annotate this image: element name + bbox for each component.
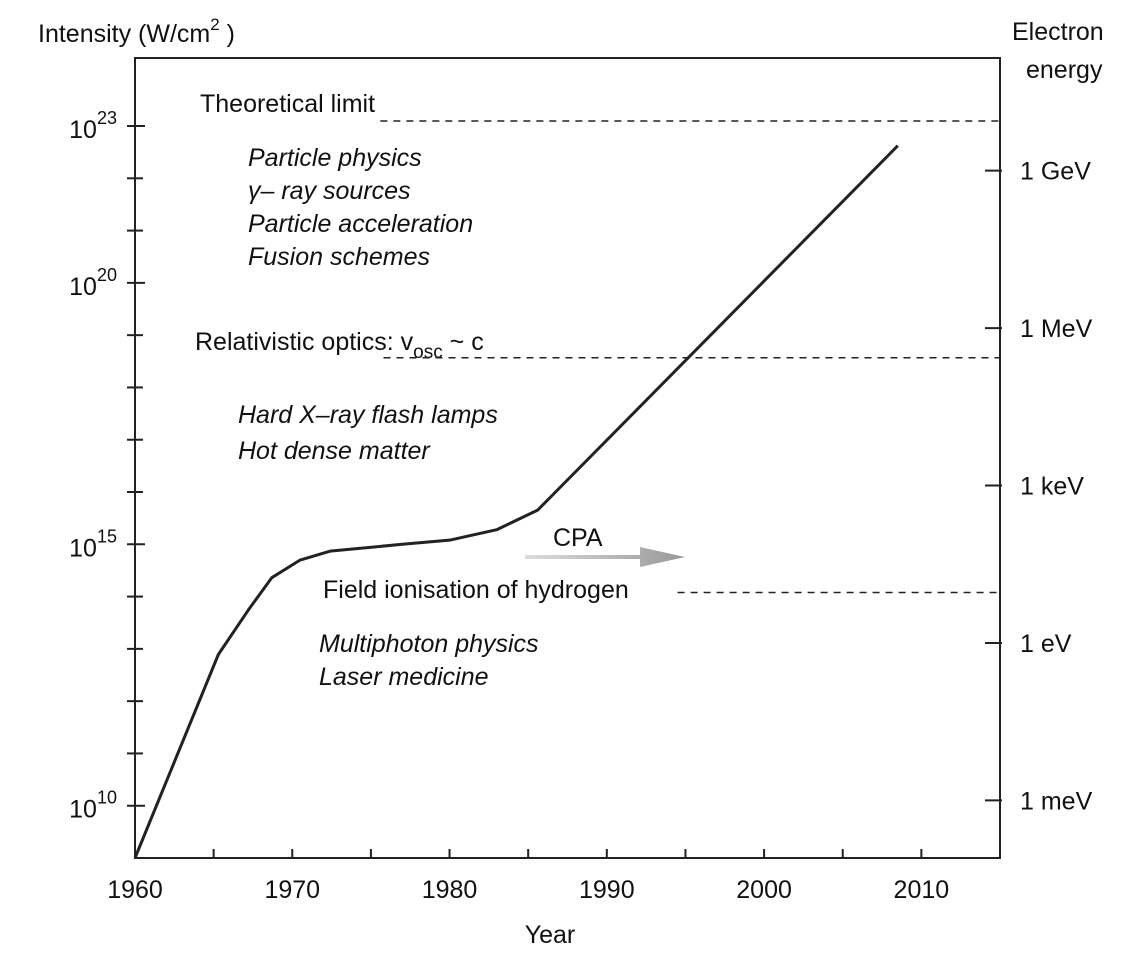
y-tick-exponent: 10	[97, 788, 117, 808]
cpa-arrow	[525, 547, 685, 567]
regime: Hard X–ray flash lamps	[238, 401, 498, 429]
plot-frame	[134, 57, 1001, 859]
regime: Particle physics	[248, 144, 422, 172]
y-tick-label: 1010	[69, 788, 117, 824]
x-tick-label: 1990	[579, 876, 635, 904]
x-tick-label: 2000	[736, 876, 792, 904]
y2-tick-label: 1 eV	[1020, 630, 1072, 658]
threshold-label: Field ionisation of hydrogen	[323, 576, 629, 604]
intensity-line	[133, 144, 899, 859]
arrow-label: CPA	[553, 524, 603, 552]
x-tick-label: 1970	[264, 876, 320, 904]
y2-tick-label: 1 meV	[1020, 787, 1093, 815]
y-tick-label: 1015	[69, 526, 117, 562]
x-tick-label: 1960	[107, 876, 163, 904]
regime-list: Particle physics γ– ray sources Particle…	[238, 144, 539, 691]
threshold-label: Relativistic optics: vosc ~ c	[195, 328, 484, 363]
y-tick-base: 10	[69, 116, 97, 144]
regime: Multiphoton physics	[319, 630, 539, 658]
y-tick-exponent: 15	[97, 526, 117, 546]
y-tick-base: 10	[69, 796, 97, 824]
y-tick-label: 1020	[69, 265, 117, 301]
x-tick-label: 2010	[894, 876, 950, 904]
y-tick-label: 1023	[69, 108, 117, 144]
regime: Fusion schemes	[248, 243, 430, 271]
regime: Laser medicine	[319, 663, 489, 691]
x-axis-title: Year	[525, 921, 576, 949]
y2-axis-title: energy	[1026, 56, 1103, 84]
y-axis-title: Intensity (W/cm2 )	[38, 15, 235, 48]
regime: Hot dense matter	[238, 437, 431, 465]
y2-tick-label: 1 GeV	[1020, 158, 1091, 186]
y-tick-base: 10	[69, 273, 97, 301]
regime: γ– ray sources	[248, 177, 411, 205]
y2-tick-label: 1 MeV	[1020, 315, 1093, 343]
x-tick-label: 1980	[422, 876, 478, 904]
y-tick-exponent: 20	[97, 265, 117, 285]
y2-axis-title: Electron	[1012, 18, 1104, 46]
y2-tick-label: 1 keV	[1020, 473, 1084, 501]
y-tick-exponent: 23	[97, 108, 117, 128]
threshold-label: Theoretical limit	[200, 90, 375, 118]
regime: Particle acceleration	[248, 210, 473, 238]
y-tick-base: 10	[69, 534, 97, 562]
